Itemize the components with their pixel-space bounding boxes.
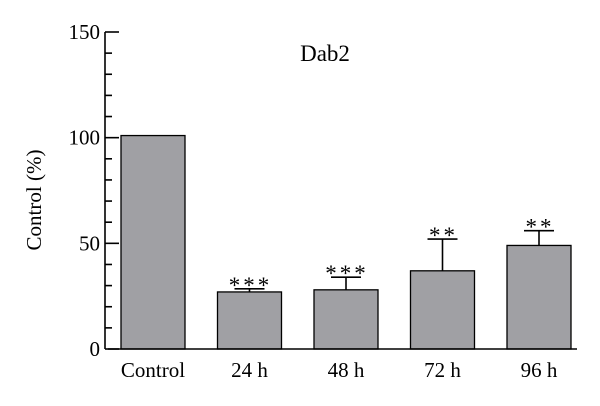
x-tick-label: 96 h <box>521 358 558 382</box>
y-axis: 0 50 100 150 <box>69 20 119 361</box>
y-tick-label: 100 <box>69 126 101 150</box>
x-tick-label: Control <box>121 358 185 382</box>
bar <box>120 134 186 350</box>
x-axis: Control 24 h 48 h 72 h 96 h <box>108 348 577 382</box>
x-tick-label: 24 h <box>231 358 268 382</box>
chart-title: Dab2 <box>300 41 350 66</box>
bar <box>216 291 283 350</box>
y-tick-label: 0 <box>90 337 101 361</box>
bar <box>409 270 476 350</box>
y-tick-label: 150 <box>69 20 101 44</box>
bar <box>313 289 379 350</box>
bars: *** ***** ** <box>120 134 572 350</box>
y-tick-label: 50 <box>79 231 100 255</box>
y-axis-title: Control (%) <box>22 150 46 251</box>
significance-label: *** <box>229 273 273 298</box>
x-tick-label: 72 h <box>424 358 461 382</box>
bar <box>506 244 572 350</box>
significance-label: ** <box>526 215 555 240</box>
significance-label: ** <box>429 223 458 248</box>
significance-label: *** <box>325 261 369 286</box>
x-tick-label: 48 h <box>328 358 365 382</box>
